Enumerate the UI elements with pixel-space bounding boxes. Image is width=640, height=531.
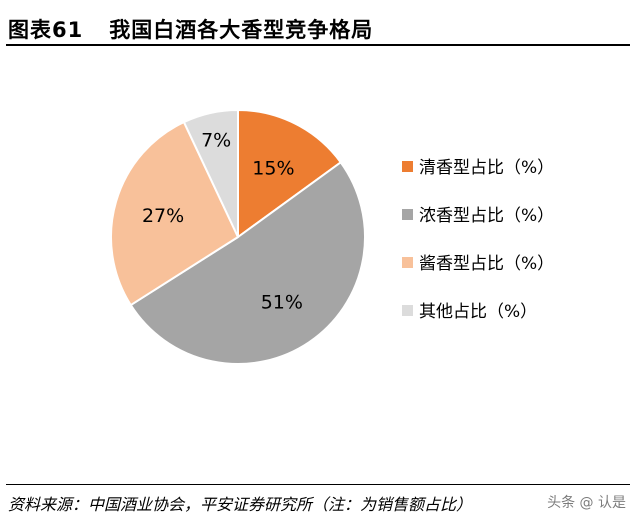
title-rule <box>6 44 630 46</box>
legend-label-other: 其他占比（%） <box>419 302 537 322</box>
legend-swatch-nongxiang <box>402 209 413 220</box>
source-rule <box>6 484 630 485</box>
legend-label-jiangxiang: 酱香型占比（%） <box>419 254 554 274</box>
source-note: 资料来源：中国酒业协会，平安证券研究所（注：为销售额占比） <box>8 495 473 514</box>
pie-slice-jiangxiang <box>110 120 240 307</box>
pie-slice-other <box>182 108 239 238</box>
pie-slice-nongxiang <box>129 160 366 365</box>
legend-swatch-jiangxiang <box>402 257 413 268</box>
pie-label-other: 7% <box>201 129 231 151</box>
pie-label-jiangxiang: 27% <box>142 205 184 227</box>
legend-label-nongxiang: 浓香型占比（%） <box>419 206 554 226</box>
pie-slice-qingxiang <box>237 108 343 239</box>
figure-number: 图表61 <box>8 18 84 42</box>
pie-label-qingxiang: 15% <box>252 158 294 180</box>
pie-label-nongxiang: 51% <box>261 292 303 314</box>
legend-swatch-other <box>402 305 413 316</box>
watermark: 头条 @ 认是 <box>547 495 626 511</box>
legend-swatch-qingxiang <box>402 161 413 172</box>
figure-title-text: 我国白酒各大香型竞争格局 <box>109 18 374 42</box>
figure-title: 图表61 我国白酒各大香型竞争格局 <box>8 14 373 42</box>
legend-label-qingxiang: 清香型占比（%） <box>419 158 554 178</box>
